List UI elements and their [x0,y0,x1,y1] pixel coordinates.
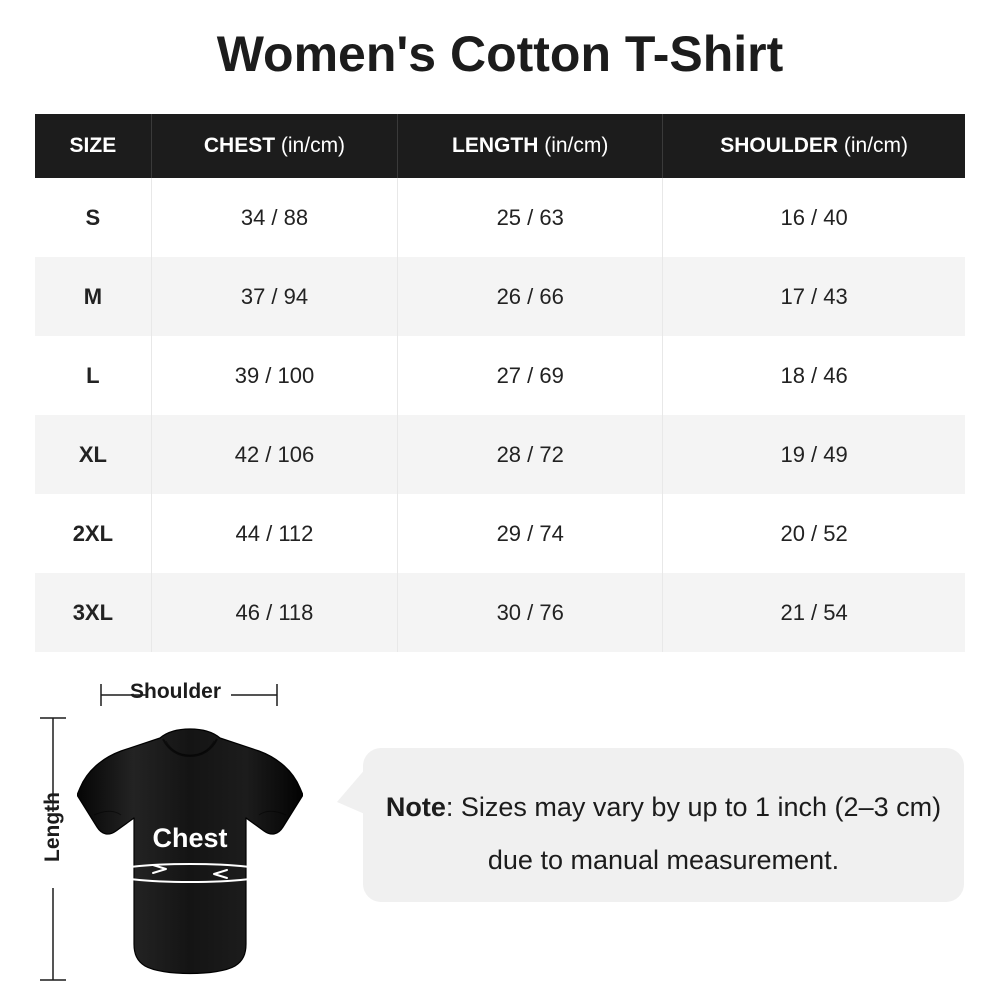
svg-text:Chest: Chest [152,823,227,853]
